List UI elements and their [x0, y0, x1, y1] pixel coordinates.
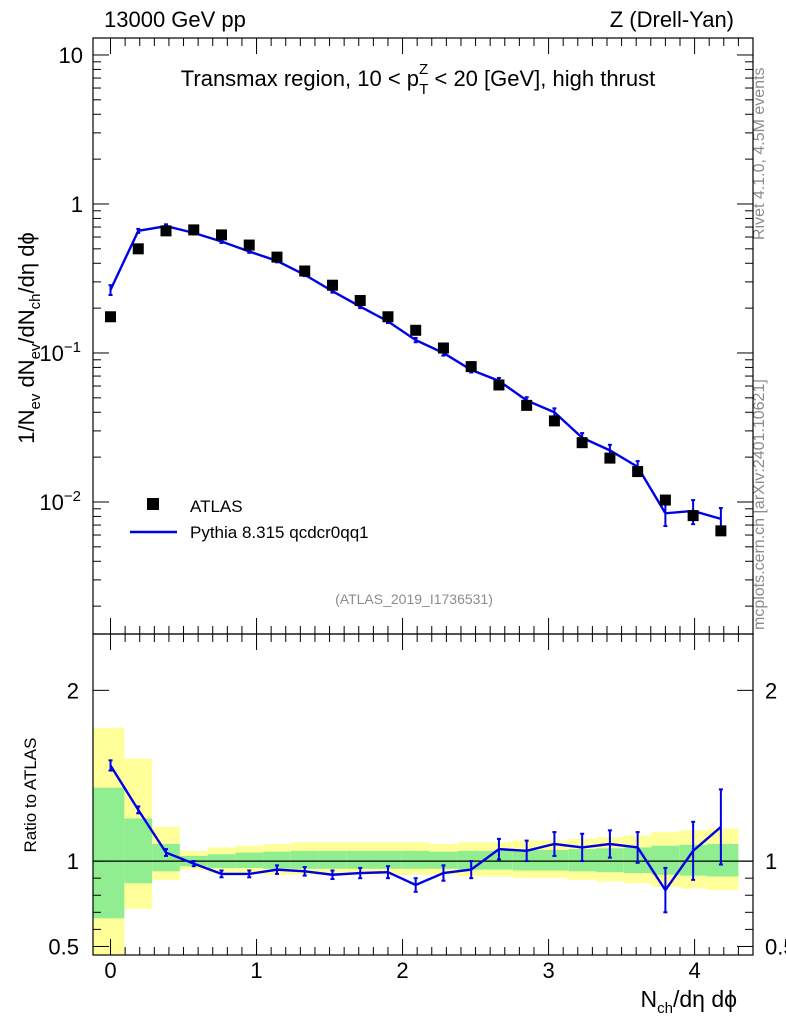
ratio-band-inner — [346, 850, 375, 869]
x-axis-label-sub: ch — [657, 1000, 673, 1017]
main-frame — [92, 37, 754, 635]
atlas-data-point — [659, 494, 671, 506]
x-axis-label-pre: N — [640, 986, 657, 1012]
main-y-tick-label: 1 — [71, 192, 83, 217]
mc-line — [109, 224, 722, 521]
atlas-data-point — [576, 437, 588, 449]
atlas-data-point — [465, 361, 477, 373]
ratio-y-tick-label-right: 1 — [765, 849, 777, 874]
data-series-main — [105, 224, 727, 537]
atlas-data-point — [160, 225, 172, 237]
ratio-y-tick-label: 1 — [67, 849, 79, 874]
ratio-band-inner — [290, 850, 319, 869]
atlas-data-point — [687, 510, 699, 522]
rivet-version-label: Rivet 4.1.0, 4.5M events — [751, 67, 768, 240]
atlas-data-point — [354, 295, 366, 307]
x-tick-label: 3 — [542, 958, 554, 983]
atlas-data-point — [105, 311, 117, 323]
x-tick-labels: 0 1 2 3 4 — [104, 958, 700, 983]
plot-title: Transmax region, 10 < pZ T < 20 [GeV], hi… — [181, 61, 655, 98]
ratio-axis-ticks — [93, 634, 753, 955]
ratio-band-inner — [374, 850, 402, 869]
legend-mc-label: Pythia 8.315 qcdcr0qq1 — [190, 523, 369, 542]
plot-title-sub: T — [419, 81, 428, 98]
ratio-band-inner — [235, 852, 264, 868]
atlas-data-point — [521, 399, 533, 411]
atlas-data-point — [382, 311, 394, 323]
atlas-data-point — [493, 379, 505, 391]
atlas-data-point — [188, 224, 200, 236]
main-y-tick-label: 10−1 — [39, 339, 81, 366]
atlas-data-point — [215, 229, 227, 241]
plot-title-pre: Transmax region, 10 < p — [181, 66, 419, 91]
ratio-y-tick-label-right: 2 — [765, 678, 777, 703]
main-y-tick-label: 10 — [59, 43, 83, 68]
atlas-data-point — [299, 265, 311, 277]
ratio-y-tick-label: 0.5 — [48, 934, 79, 959]
mc-series-main — [108, 223, 723, 533]
atlas-data-point — [326, 279, 338, 291]
mc-series-ratio — [108, 759, 723, 914]
atlas-data-point — [410, 324, 422, 336]
main-y-tick-label: 10−2 — [39, 488, 81, 515]
plot-title-post: < 20 [GeV], high thrust — [428, 66, 655, 91]
x-tick-label: 0 — [104, 958, 116, 983]
ratio-band-inner — [401, 850, 430, 869]
x-tick-label: 4 — [688, 958, 700, 983]
x-axis-label-post: /dη dϕ — [673, 986, 737, 1012]
ratio-band-inner — [124, 818, 153, 884]
atlas-data-point — [271, 251, 283, 263]
main-y-tick-labels: 10 1 10−1 10−2 — [39, 43, 83, 515]
ratio-band-inner — [318, 850, 347, 869]
atlas-data-point — [132, 243, 144, 255]
x-axis-label: Nch/dη dϕ — [640, 986, 737, 1017]
atlas-data-point — [243, 239, 255, 251]
atlas-data-point — [715, 525, 727, 537]
ratio-y-tick-labels: 2 2 1 1 0.5 0.5 — [48, 678, 786, 959]
ratio-panel — [93, 727, 753, 955]
mcplots-label: mcplots.cern.ch [arXiv:2401.10621] — [751, 379, 768, 630]
collision-label: 13000 GeV pp — [104, 7, 246, 32]
ratio-frame — [92, 633, 754, 956]
ratio-band-inner — [263, 851, 291, 869]
atlas-data-point — [632, 466, 644, 478]
ratio-band-inner — [93, 787, 125, 919]
plot-title-sup: Z — [419, 61, 428, 78]
atlas-data-point — [604, 452, 616, 464]
process-label: Z (Drell-Yan) — [610, 7, 734, 32]
ratio-band-inner — [429, 851, 458, 869]
ratio-band-inner — [540, 849, 569, 871]
x-tick-label: 2 — [396, 958, 408, 983]
analysis-id-label: (ATLAS_2019_I1736531) — [335, 591, 493, 607]
ratio-y-axis-label: Ratio to ATLAS — [21, 738, 40, 853]
legend-atlas-label: ATLAS — [190, 497, 243, 516]
ratio-y-tick-label-right: 0.5 — [765, 934, 786, 959]
x-tick-label: 1 — [250, 958, 262, 983]
ratio-y-tick-label: 2 — [67, 678, 79, 703]
main-y-axis-label: 1/Nev dNev/dNch/dη dϕ — [14, 232, 44, 444]
main-axis-ticks — [93, 38, 753, 634]
atlas-data-point — [437, 342, 449, 354]
ratio-band-inner — [707, 844, 739, 877]
legend: ATLAS Pythia 8.315 qcdcr0qq1 — [130, 497, 369, 542]
atlas-data-point — [548, 415, 560, 427]
legend-atlas-marker — [147, 498, 159, 510]
ratio-band-inner — [596, 848, 624, 873]
